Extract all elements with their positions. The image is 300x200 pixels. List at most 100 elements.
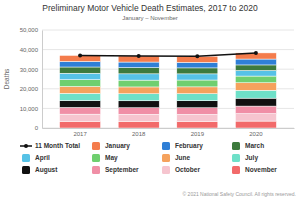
bar xyxy=(235,71,276,77)
bar xyxy=(60,80,101,87)
legend-label: November xyxy=(245,166,277,173)
y-tick: 40,000 xyxy=(20,47,42,53)
bar xyxy=(177,87,218,94)
bar xyxy=(60,114,101,121)
legend-item[interactable]: October xyxy=(162,166,200,174)
bar xyxy=(60,87,101,94)
y-tick-label: 10,000 xyxy=(20,106,39,112)
x-tick: 2018 xyxy=(132,128,146,137)
bar xyxy=(235,114,276,121)
bar xyxy=(235,59,276,65)
bar-series xyxy=(60,121,277,128)
line-marker xyxy=(254,51,258,55)
line-marker xyxy=(195,54,199,58)
x-tick-label: 2017 xyxy=(73,131,87,137)
bar xyxy=(118,108,159,115)
bar xyxy=(235,83,276,90)
legend-symbol xyxy=(24,144,28,148)
y-tick: 30,000 xyxy=(20,67,42,73)
legend-item[interactable]: February xyxy=(162,142,203,150)
legend-label: March xyxy=(245,142,264,149)
y-tick-label: 20,000 xyxy=(20,86,39,92)
bar xyxy=(118,87,159,94)
y-tick-label: 50,000 xyxy=(20,27,39,33)
bar xyxy=(60,101,101,108)
bar xyxy=(177,68,218,74)
y-axis-line xyxy=(42,31,43,129)
legend-symbol xyxy=(92,166,100,174)
bar xyxy=(177,62,218,67)
legend-item[interactable]: August xyxy=(22,166,58,174)
y-tick: 50,000 xyxy=(20,27,42,33)
y-tick-label: 40,000 xyxy=(20,47,39,53)
legend-label: April xyxy=(35,154,50,162)
x-axis: 2017 2018 2019 2020 xyxy=(43,128,295,137)
legend: 11 Month Total January February March April M… xyxy=(20,142,277,174)
y-tick: 20,000 xyxy=(20,86,42,92)
x-tick-label: 2020 xyxy=(249,131,263,137)
bar xyxy=(177,108,218,115)
bar xyxy=(118,80,159,87)
credit: © 2021 National Safety Council. All righ… xyxy=(183,191,296,197)
x-tick-label: 2019 xyxy=(191,131,205,137)
legend-symbol xyxy=(162,142,170,150)
subtitle: January – November xyxy=(122,15,178,21)
bar xyxy=(118,62,159,68)
bar xyxy=(177,80,218,87)
bar xyxy=(118,101,159,108)
legend-symbol xyxy=(162,154,170,162)
line-marker xyxy=(78,53,82,57)
legend-symbol xyxy=(92,154,100,162)
bar xyxy=(235,106,276,114)
legend-symbol xyxy=(232,142,240,150)
legend-label: July xyxy=(245,154,258,162)
bar xyxy=(235,90,276,98)
legend-item[interactable]: January xyxy=(92,142,130,150)
y-tick-label: 0 xyxy=(35,125,39,131)
legend-item[interactable]: June xyxy=(162,154,191,162)
legend-symbol xyxy=(92,142,100,150)
plot-area xyxy=(60,51,277,128)
x-axis-line xyxy=(43,128,295,129)
bar xyxy=(177,114,218,121)
legend-label: 11 Month Total xyxy=(35,142,80,149)
bar xyxy=(235,98,276,106)
legend-symbol xyxy=(232,166,240,174)
legend-item[interactable]: July xyxy=(232,154,258,162)
bar xyxy=(235,121,276,128)
bar xyxy=(60,93,101,100)
legend-symbol xyxy=(22,154,30,162)
grid-line xyxy=(42,30,294,31)
legend-item[interactable]: May xyxy=(92,154,118,162)
bar xyxy=(60,61,101,67)
legend-label: August xyxy=(35,166,58,174)
legend-item[interactable]: 11 Month Total xyxy=(20,142,80,149)
y-tick: 0 xyxy=(35,125,42,131)
x-tick: 2019 xyxy=(191,128,205,137)
x-tick-label: 2018 xyxy=(132,131,146,137)
grid-line xyxy=(42,49,294,50)
y-axis-title: Deaths xyxy=(3,68,10,89)
bar xyxy=(177,101,218,108)
legend-label: October xyxy=(175,166,200,173)
legend-label: May xyxy=(105,154,118,162)
chart: Preliminary Motor Vehicle Death Estimate… xyxy=(0,0,300,200)
bar-series xyxy=(60,53,277,63)
bar xyxy=(60,107,101,114)
grid xyxy=(42,30,294,128)
legend-symbol xyxy=(22,166,30,174)
x-tick: 2017 xyxy=(73,128,87,137)
bar xyxy=(177,94,218,101)
legend-symbol xyxy=(232,154,240,162)
bar xyxy=(118,74,159,80)
legend-item[interactable]: April xyxy=(22,154,50,162)
title: Preliminary Motor Vehicle Death Estimate… xyxy=(42,3,258,13)
bar xyxy=(118,121,159,128)
bar-series xyxy=(60,114,277,122)
legend-label: June xyxy=(175,154,191,161)
legend-item[interactable]: March xyxy=(232,142,264,150)
bar xyxy=(118,114,159,121)
y-tick: 10,000 xyxy=(20,106,42,112)
legend-item[interactable]: September xyxy=(92,166,139,174)
legend-item[interactable]: November xyxy=(232,166,277,174)
